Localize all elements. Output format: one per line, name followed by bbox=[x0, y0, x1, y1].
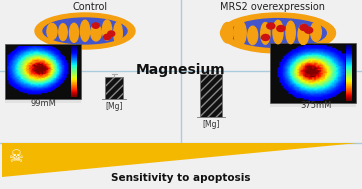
Bar bbox=[5, 99, 81, 103]
Ellipse shape bbox=[114, 22, 122, 44]
Ellipse shape bbox=[261, 22, 270, 44]
Text: Control: Control bbox=[72, 2, 108, 12]
Bar bbox=[270, 43, 356, 103]
Ellipse shape bbox=[305, 27, 313, 33]
Ellipse shape bbox=[92, 23, 99, 28]
Ellipse shape bbox=[230, 19, 326, 47]
Text: ☠: ☠ bbox=[9, 148, 24, 166]
Bar bbox=[200, 74, 222, 117]
Ellipse shape bbox=[311, 22, 321, 41]
Bar bbox=[105, 77, 123, 99]
Ellipse shape bbox=[220, 13, 336, 53]
Ellipse shape bbox=[222, 22, 233, 43]
Ellipse shape bbox=[298, 24, 309, 45]
Ellipse shape bbox=[80, 20, 90, 41]
Ellipse shape bbox=[104, 34, 111, 40]
Ellipse shape bbox=[59, 24, 67, 41]
Ellipse shape bbox=[108, 31, 115, 36]
Bar bbox=[200, 74, 222, 117]
Ellipse shape bbox=[261, 34, 270, 40]
Ellipse shape bbox=[43, 18, 127, 44]
Ellipse shape bbox=[273, 20, 283, 44]
Ellipse shape bbox=[248, 26, 258, 45]
Ellipse shape bbox=[300, 24, 308, 30]
Text: MRS2 overexpression: MRS2 overexpression bbox=[219, 2, 324, 12]
Text: Sensitivity to apoptosis: Sensitivity to apoptosis bbox=[111, 173, 251, 183]
Ellipse shape bbox=[277, 26, 285, 32]
Ellipse shape bbox=[267, 23, 275, 29]
Bar bbox=[105, 77, 123, 99]
Ellipse shape bbox=[102, 20, 111, 40]
Text: [Mg]: [Mg] bbox=[202, 120, 220, 129]
Text: Magnesium: Magnesium bbox=[136, 63, 226, 77]
Text: 99mM: 99mM bbox=[30, 99, 56, 108]
Bar bbox=[5, 44, 81, 99]
Ellipse shape bbox=[35, 13, 135, 49]
Ellipse shape bbox=[286, 21, 295, 44]
Bar bbox=[270, 103, 356, 107]
Text: 375mM: 375mM bbox=[300, 101, 332, 110]
Polygon shape bbox=[2, 143, 358, 177]
Ellipse shape bbox=[234, 20, 246, 46]
Text: [Mg]: [Mg] bbox=[105, 102, 123, 111]
Ellipse shape bbox=[47, 23, 57, 40]
Ellipse shape bbox=[70, 23, 79, 42]
Ellipse shape bbox=[91, 25, 101, 41]
